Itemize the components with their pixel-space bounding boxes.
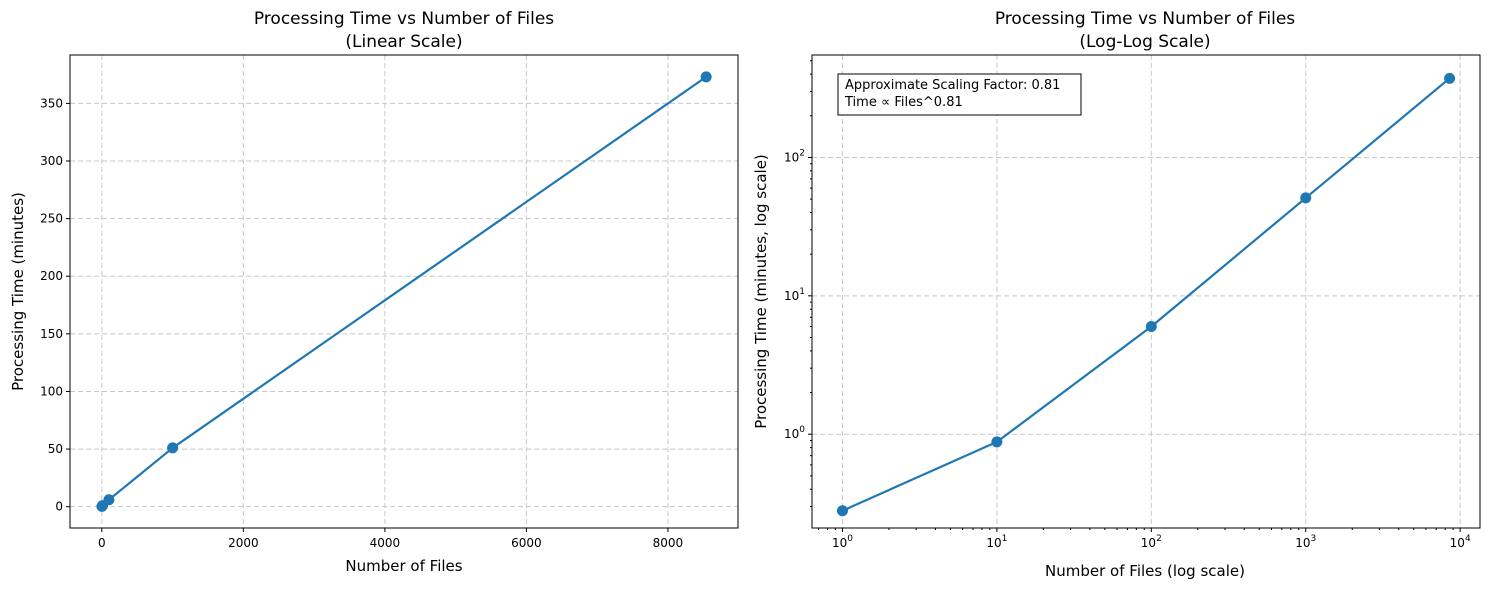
- x-axis-label: Number of Files: [345, 557, 462, 575]
- y-tick-label: 102: [784, 148, 805, 164]
- data-series: [96, 71, 712, 512]
- y-tick-label: 250: [40, 212, 63, 226]
- annotation-line2: Time ∝ Files^0.81: [844, 95, 963, 110]
- x-tick-label: 101: [986, 534, 1007, 550]
- chart-title-line2: (Linear Scale): [345, 32, 462, 52]
- y-tick-label: 200: [40, 269, 63, 283]
- y-tick-label: 101: [784, 287, 805, 303]
- x-tick-label: 2000: [228, 536, 259, 550]
- linear-chart: Processing Time vs Number of Files (Line…: [9, 9, 739, 575]
- annotation-box: Approximate Scaling Factor: 0.81 Time ∝ …: [837, 73, 1082, 116]
- plot-frame: [69, 54, 739, 529]
- chart-title-line2: (Log-Log Scale): [1079, 32, 1210, 52]
- y-tick-label: 0: [55, 500, 63, 514]
- data-point: [1444, 72, 1456, 84]
- data-point: [991, 436, 1003, 448]
- loglog-chart: Processing Time vs Number of Files (Log-…: [752, 9, 1481, 580]
- x-tick-label: 103: [1295, 534, 1316, 550]
- data-point: [700, 71, 712, 83]
- grid: [812, 55, 1480, 528]
- data-series: [836, 72, 1456, 517]
- x-tick-label: 4000: [370, 536, 401, 550]
- y-tick-label: 350: [40, 96, 63, 110]
- series-line: [101, 75, 707, 508]
- x-tick-label: 8000: [653, 536, 684, 550]
- data-point: [836, 505, 848, 517]
- x-axis-label: Number of Files (log scale): [1045, 562, 1245, 580]
- chart-title-line1: Processing Time vs Number of Files: [995, 9, 1295, 29]
- y-axis-label: Processing Time (minutes, log scale): [752, 154, 770, 429]
- y-axis-ticks: 100 101 102: [784, 60, 812, 508]
- y-axis-ticks: 0 50 100 150 200 250 300 350: [40, 96, 70, 514]
- y-tick-label: 100: [40, 384, 63, 398]
- x-axis-ticks: 0 2000 4000 6000 8000: [98, 528, 683, 550]
- x-tick-label: 100: [832, 534, 853, 550]
- x-tick-label: 0: [98, 536, 106, 550]
- series-line: [842, 77, 1451, 512]
- x-axis-ticks: 100 101 102 103 104: [818, 528, 1471, 550]
- y-tick-label: 150: [40, 327, 63, 341]
- data-point: [1300, 192, 1312, 204]
- grid: [70, 55, 738, 528]
- y-tick-label: 300: [40, 154, 63, 168]
- chart-title-line1: Processing Time vs Number of Files: [254, 9, 554, 29]
- y-tick-label: 100: [784, 425, 805, 441]
- annotation-line1: Approximate Scaling Factor: 0.81: [845, 78, 1060, 93]
- data-point: [167, 442, 179, 454]
- data-point: [103, 494, 115, 506]
- plot-frame: [811, 54, 1481, 529]
- x-tick-label: 104: [1450, 534, 1471, 550]
- x-tick-label: 102: [1141, 534, 1162, 550]
- data-point: [1145, 321, 1157, 333]
- x-tick-label: 6000: [511, 536, 542, 550]
- y-tick-label: 50: [48, 442, 63, 456]
- y-axis-label: Processing Time (minutes): [9, 192, 27, 391]
